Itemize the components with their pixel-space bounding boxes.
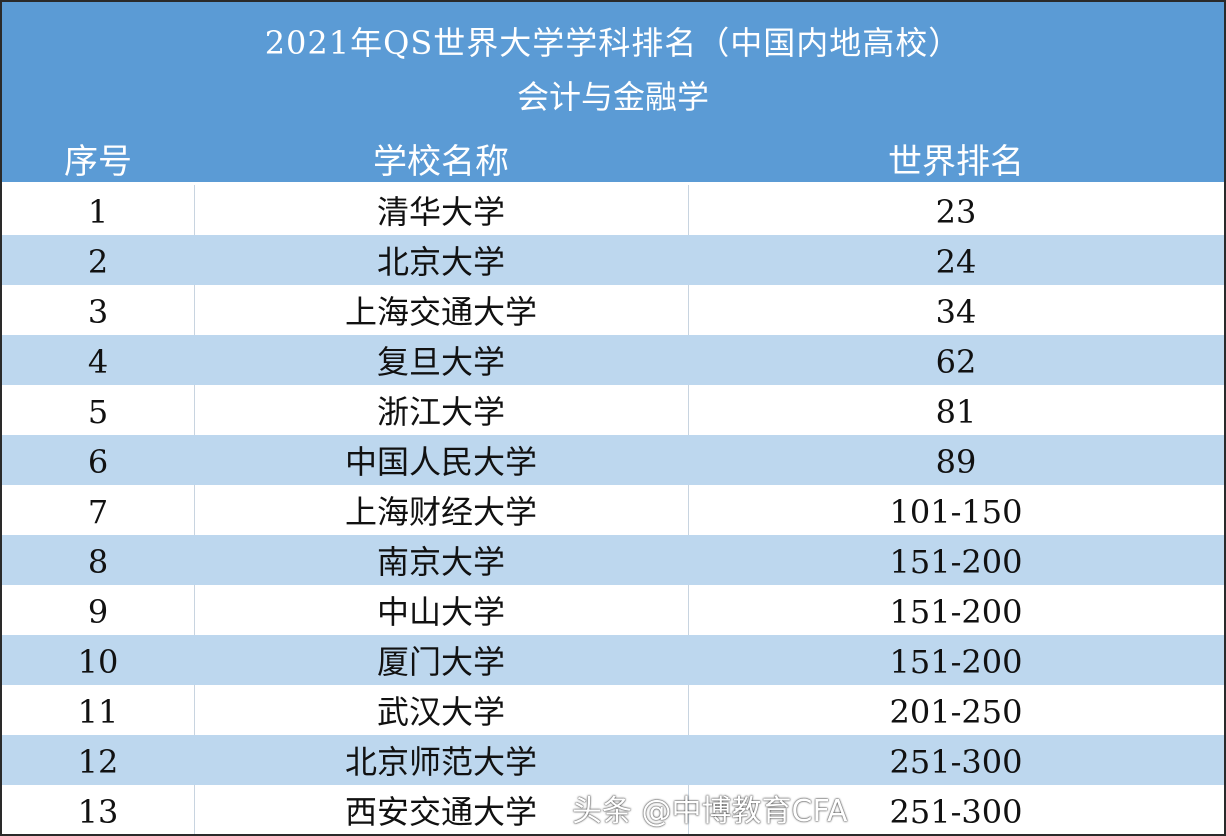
cell-school: 清华大学 bbox=[194, 185, 689, 235]
cell-school: 北京师范大学 bbox=[344, 743, 537, 781]
cell-rank: 24 bbox=[935, 243, 977, 281]
cell-rank: 251-300 bbox=[889, 743, 1023, 781]
cell-index: 4 bbox=[87, 343, 109, 381]
cell-index: 6 bbox=[87, 443, 109, 481]
cell-school: 武汉大学 bbox=[194, 685, 689, 735]
cell-index: 2 bbox=[87, 243, 109, 281]
cell-index: 5 bbox=[2, 385, 195, 435]
table-row: 11 武汉大学 201-250 bbox=[2, 685, 1224, 735]
column-header-index: 序号 bbox=[64, 142, 132, 182]
cell-index: 10 bbox=[77, 643, 119, 681]
cell-rank: 34 bbox=[935, 293, 977, 331]
cell-rank: 151-200 bbox=[889, 593, 1023, 631]
cell-school: 西安交通大学 bbox=[194, 785, 689, 834]
watermark: 头条 @中博教育CFA bbox=[572, 794, 848, 829]
cell-rank: 62 bbox=[935, 343, 977, 381]
table-row: 8 南京大学 151-200 bbox=[2, 535, 1224, 585]
table-row: 5 浙江大学 81 bbox=[2, 385, 1224, 435]
cell-school: 浙江大学 bbox=[194, 385, 689, 435]
cell-rank: 89 bbox=[935, 443, 977, 481]
cell-index: 8 bbox=[87, 543, 109, 581]
table-row: 6 中国人民大学 89 bbox=[2, 435, 1224, 485]
table-row: 4 复旦大学 62 bbox=[2, 335, 1224, 385]
cell-rank: 81 bbox=[935, 393, 977, 431]
cell-school: 南京大学 bbox=[376, 543, 505, 581]
table-row: 10 厦门大学 151-200 bbox=[2, 635, 1224, 685]
cell-rank: 101-150 bbox=[889, 493, 1023, 531]
cell-index: 13 bbox=[2, 785, 195, 834]
cell-school: 复旦大学 bbox=[376, 343, 505, 381]
cell-index: 3 bbox=[2, 285, 195, 335]
cell-school: 上海财经大学 bbox=[194, 485, 689, 535]
table-row: 1 清华大学 23 bbox=[2, 185, 1224, 235]
table-row: 7 上海财经大学 101-150 bbox=[2, 485, 1224, 535]
cell-rank: 151-200 bbox=[889, 543, 1023, 581]
table-row: 3 上海交通大学 34 bbox=[2, 285, 1224, 335]
column-header-row: 序号 学校名称 世界排名 bbox=[2, 132, 1224, 182]
cell-school: 中国人民大学 bbox=[344, 443, 537, 481]
cell-index: 1 bbox=[2, 185, 195, 235]
title-line-2: 会计与金融学 bbox=[516, 78, 709, 116]
cell-rank: 201-250 bbox=[889, 693, 1023, 731]
table-row: 9 中山大学 151-200 bbox=[2, 585, 1224, 635]
table-row: 12 北京师范大学 251-300 bbox=[2, 735, 1224, 785]
cell-school: 上海交通大学 bbox=[194, 285, 689, 335]
cell-school: 中山大学 bbox=[194, 585, 689, 635]
cell-index: 11 bbox=[2, 685, 195, 735]
cell-rank: 151-200 bbox=[889, 643, 1023, 681]
table-row: 13 西安交通大学 251-300 bbox=[2, 785, 1224, 834]
column-header-rank: 世界排名 bbox=[888, 142, 1024, 182]
cell-rank: 251-300 bbox=[889, 793, 1023, 831]
table-row: 2 北京大学 24 bbox=[2, 235, 1224, 285]
cell-school: 北京大学 bbox=[376, 243, 505, 281]
cell-rank: 23 bbox=[935, 193, 977, 231]
cell-index: 7 bbox=[2, 485, 195, 535]
column-header-school: 学校名称 bbox=[373, 142, 509, 182]
cell-index: 12 bbox=[77, 743, 119, 781]
cell-school: 厦门大学 bbox=[376, 643, 505, 681]
table-title: 2021年QS世界大学学科排名（中国内地高校） 会计与金融学 bbox=[2, 2, 1224, 132]
cell-index: 9 bbox=[2, 585, 195, 635]
title-line-1: 2021年QS世界大学学科排名（中国内地高校） bbox=[264, 24, 962, 62]
table-body: 1 清华大学 23 2 北京大学 24 3 上海交通大学 34 4 复旦大学 62 5 浙江大学 81 6 中国… bbox=[2, 185, 1224, 834]
